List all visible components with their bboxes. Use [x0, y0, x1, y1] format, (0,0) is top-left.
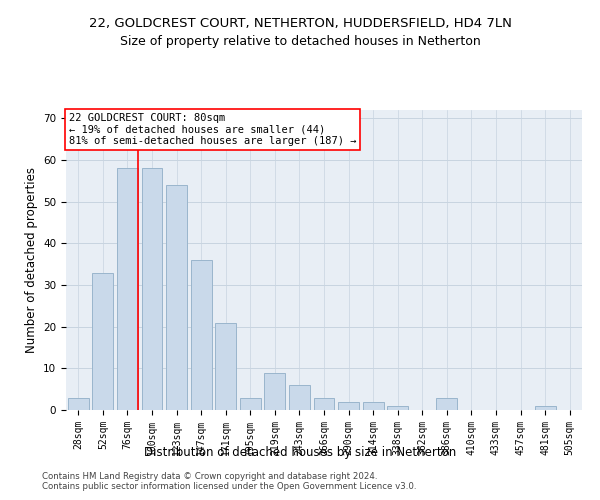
Bar [166, 185, 187, 410]
Bar [240, 398, 261, 410]
Text: 22, GOLDCREST COURT, NETHERTON, HUDDERSFIELD, HD4 7LN: 22, GOLDCREST COURT, NETHERTON, HUDDERSF… [89, 18, 511, 30]
Bar [362, 402, 383, 410]
Bar [265, 372, 286, 410]
Bar [68, 398, 89, 410]
Text: Distribution of detached houses by size in Netherton: Distribution of detached houses by size … [144, 446, 456, 459]
Bar [191, 260, 212, 410]
Text: Contains public sector information licensed under the Open Government Licence v3: Contains public sector information licen… [42, 482, 416, 491]
Bar [215, 322, 236, 410]
Y-axis label: Number of detached properties: Number of detached properties [25, 167, 38, 353]
Bar [92, 272, 113, 410]
Text: Size of property relative to detached houses in Netherton: Size of property relative to detached ho… [119, 35, 481, 48]
Bar [289, 385, 310, 410]
Bar [314, 398, 334, 410]
Bar [387, 406, 408, 410]
Text: Contains HM Land Registry data © Crown copyright and database right 2024.: Contains HM Land Registry data © Crown c… [42, 472, 377, 481]
Bar [117, 168, 138, 410]
Bar [142, 168, 163, 410]
Text: 22 GOLDCREST COURT: 80sqm
← 19% of detached houses are smaller (44)
81% of semi-: 22 GOLDCREST COURT: 80sqm ← 19% of detac… [68, 113, 356, 146]
Bar [535, 406, 556, 410]
Bar [436, 398, 457, 410]
Bar [338, 402, 359, 410]
